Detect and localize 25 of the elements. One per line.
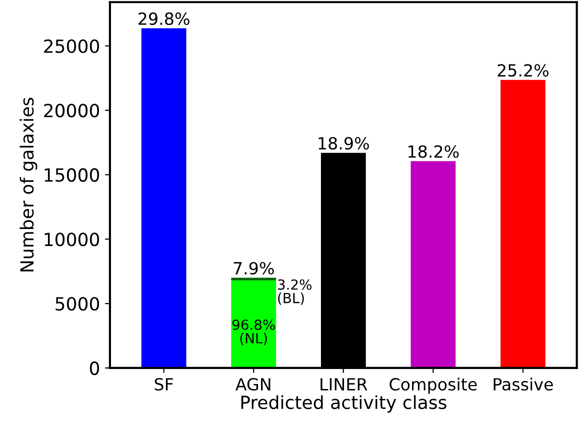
- x-tick-label: Passive: [494, 378, 553, 391]
- annotation: 7.9%: [234, 262, 274, 275]
- bar: [231, 280, 276, 368]
- y-tick-label: 20000: [44, 104, 100, 118]
- y-axis-title: Number of galaxies: [20, 98, 38, 272]
- bar: [141, 28, 186, 368]
- x-tick-label: LINER: [320, 378, 368, 390]
- y-tick-label: 0: [90, 361, 100, 376]
- bar: [410, 161, 456, 368]
- bar: [231, 278, 276, 280]
- y-tick-label: 5000: [56, 297, 100, 311]
- y-tick-label: 10000: [44, 232, 100, 246]
- annotation: 18.2%: [408, 145, 459, 158]
- y-tick-label: 25000: [44, 39, 100, 54]
- annotation: 25.2%: [498, 64, 549, 77]
- annotation: 96.8% (NL): [232, 319, 275, 346]
- y-tick-label: 15000: [44, 168, 100, 182]
- x-tick-label: Composite: [390, 378, 477, 394]
- annotation: 29.8%: [138, 12, 190, 26]
- annotation: 18.9%: [318, 136, 369, 150]
- x-tick-label: SF: [154, 378, 173, 391]
- x-tick-label: AGN: [235, 378, 270, 391]
- annotation: 3.2% (BL): [278, 279, 312, 305]
- x-axis-title: Predicted activity class: [241, 395, 446, 413]
- bar: [500, 80, 546, 368]
